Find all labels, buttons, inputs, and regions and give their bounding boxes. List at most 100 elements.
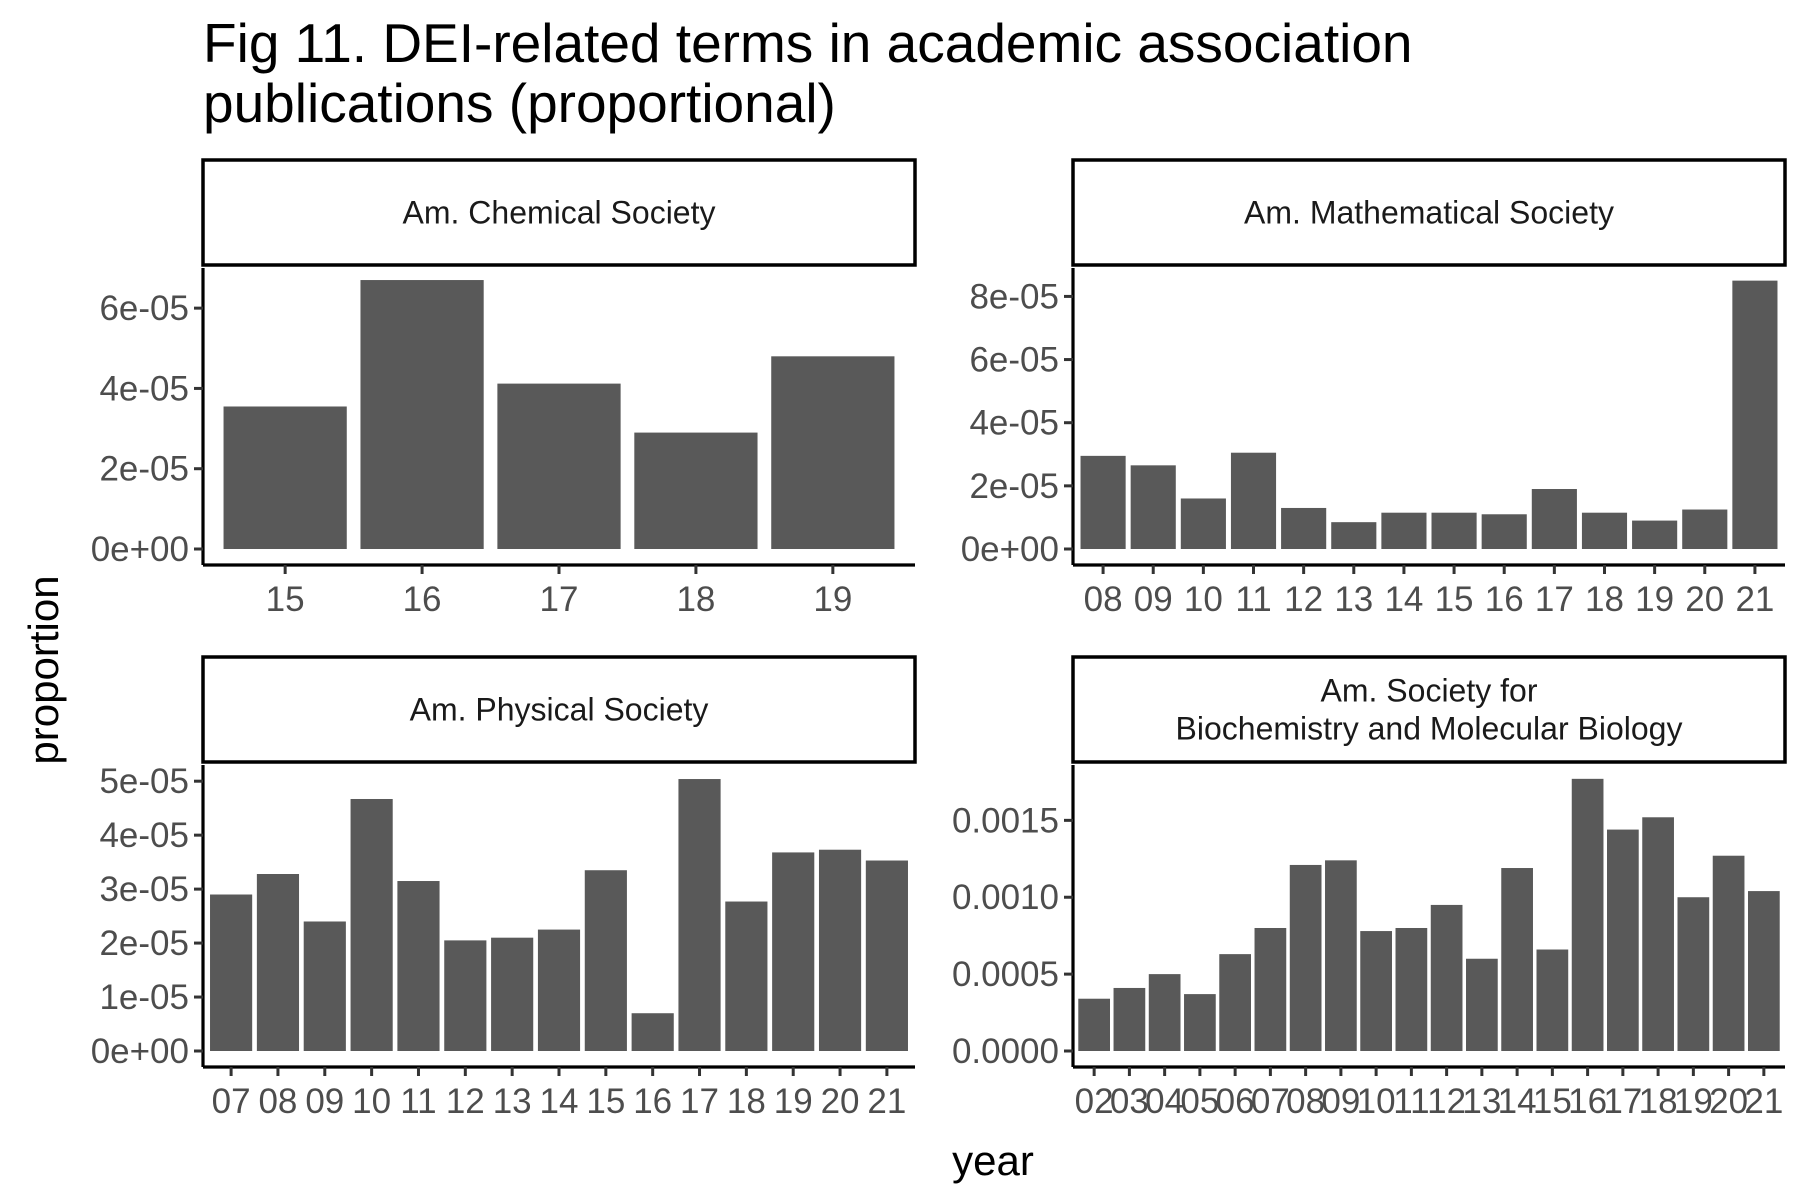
x-tick-label: 12	[446, 1082, 485, 1121]
panel-strip-label: Am. Mathematical Society	[1244, 195, 1614, 231]
chart-title-line-1: Fig 11. DEI-related terms in academic as…	[203, 12, 1413, 74]
bar-19	[1677, 897, 1710, 1051]
bar-20	[818, 849, 862, 1051]
x-tick-label: 17	[1535, 580, 1574, 619]
bar-07	[210, 894, 253, 1051]
bar-11	[1395, 927, 1428, 1051]
bar-15	[1536, 949, 1569, 1051]
x-tick-label: 15	[586, 1082, 625, 1121]
y-tick-label: 0e+00	[91, 1032, 189, 1071]
x-tick-label: 08	[1286, 1082, 1325, 1121]
y-tick-label: 0.0005	[952, 955, 1059, 994]
x-tick-label: 18	[1585, 580, 1624, 619]
bar-18	[1581, 512, 1628, 549]
y-tick-label: 0e+00	[961, 530, 1059, 569]
panel-strip-label: Am. Chemical Society	[403, 195, 716, 231]
x-tick-label: 18	[676, 580, 715, 619]
bar-20	[1712, 855, 1745, 1051]
x-tick-label: 10	[1184, 580, 1223, 619]
bar-18	[1642, 817, 1674, 1051]
bar-10	[1360, 931, 1392, 1051]
panel-1: Am. Chemical Society 0e+00 2e-05 4e-05 6e-05…	[91, 158, 917, 619]
x-tick-label: 03	[1110, 1082, 1149, 1121]
bar-15	[1431, 512, 1477, 549]
bar-08	[256, 874, 300, 1051]
y-tick-label: 6e-05	[99, 289, 189, 328]
bar-17	[1607, 829, 1639, 1051]
bar-19	[1632, 520, 1678, 549]
bar-03	[1113, 987, 1146, 1051]
y-tick-label: 4e-05	[99, 369, 189, 408]
y-tick-label: 0.0015	[952, 801, 1059, 840]
x-tick-label: 19	[813, 580, 852, 619]
x-tick-label: 13	[493, 1082, 532, 1121]
bar-08	[1289, 864, 1322, 1051]
bar-19	[771, 356, 895, 549]
x-tick-label: 15	[266, 580, 305, 619]
x-tick-label: 06	[1216, 1082, 1255, 1121]
bar-13	[491, 937, 534, 1051]
y-tick-label: 3e-05	[99, 870, 189, 909]
panel-strip	[1071, 655, 1787, 764]
x-tick-label: 19	[774, 1082, 813, 1121]
bar-09	[1325, 860, 1357, 1051]
x-tick-label: 10	[1357, 1082, 1396, 1121]
x-tick-label: 09	[1321, 1082, 1360, 1121]
x-tick-label: 04	[1145, 1082, 1184, 1121]
bar-04	[1148, 974, 1181, 1051]
panel-strip-label: Biochemistry and Molecular Biology	[1176, 711, 1683, 747]
bar-17	[678, 779, 721, 1051]
panel-strip-label: Am. Society for	[1321, 673, 1538, 709]
chart-title-line-2: publications (proportional)	[203, 72, 836, 134]
x-tick-label: 19	[1635, 580, 1674, 619]
panel-3: Am. Physical Society 0e+00 1e-05 2e-05 3e-05…	[91, 655, 917, 1121]
panel-2: Am. Mathematical Society 0e+00 2e-05 4e-05 6…	[961, 158, 1787, 619]
bar-05	[1184, 994, 1216, 1051]
x-tick-label: 10	[352, 1082, 391, 1121]
bar-19	[772, 852, 815, 1051]
x-tick-label: 02	[1075, 1082, 1114, 1121]
panel-strip-label: Am. Physical Society	[410, 692, 709, 728]
bar-21	[865, 860, 908, 1051]
bar-16	[360, 280, 484, 549]
x-tick-label: 21	[867, 1082, 906, 1121]
x-tick-label: 16	[1485, 580, 1524, 619]
x-tick-label: 15	[1533, 1082, 1572, 1121]
bar-14	[1501, 868, 1533, 1051]
x-tick-label: 13	[1334, 580, 1373, 619]
x-tick-label: 20	[1685, 580, 1724, 619]
bar-09	[1130, 465, 1176, 549]
bar-18	[725, 901, 768, 1051]
bar-14	[537, 929, 581, 1051]
bar-16	[631, 1013, 674, 1051]
bar-15	[584, 870, 627, 1051]
bar-16	[1571, 778, 1604, 1051]
x-tick-label: 11	[400, 1082, 436, 1121]
x-tick-label: 18	[727, 1082, 766, 1121]
bar-21	[1732, 280, 1778, 549]
x-tick-label: 12	[1427, 1082, 1466, 1121]
x-tick-label: 13	[1462, 1082, 1501, 1121]
bar-14	[1381, 512, 1427, 549]
x-tick-label: 21	[1744, 1082, 1783, 1121]
x-axis-title: year	[952, 1137, 1034, 1184]
bar-11	[1230, 452, 1277, 549]
bar-12	[1281, 507, 1327, 549]
panel-strip	[201, 655, 917, 764]
x-tick-label: 05	[1180, 1082, 1219, 1121]
bar-02	[1078, 998, 1111, 1051]
bar-20	[1682, 509, 1728, 549]
bar-08	[1080, 455, 1126, 549]
x-tick-label: 07	[212, 1082, 251, 1121]
bar-15	[223, 406, 347, 549]
bar-11	[397, 881, 440, 1051]
y-tick-label: 0e+00	[91, 530, 189, 569]
bar-13	[1466, 958, 1498, 1051]
x-tick-label: 14	[1384, 580, 1423, 619]
y-tick-label: 1e-05	[99, 978, 189, 1017]
x-tick-label: 16	[633, 1082, 672, 1121]
x-tick-label: 16	[403, 580, 442, 619]
x-tick-label: 08	[258, 1082, 297, 1121]
